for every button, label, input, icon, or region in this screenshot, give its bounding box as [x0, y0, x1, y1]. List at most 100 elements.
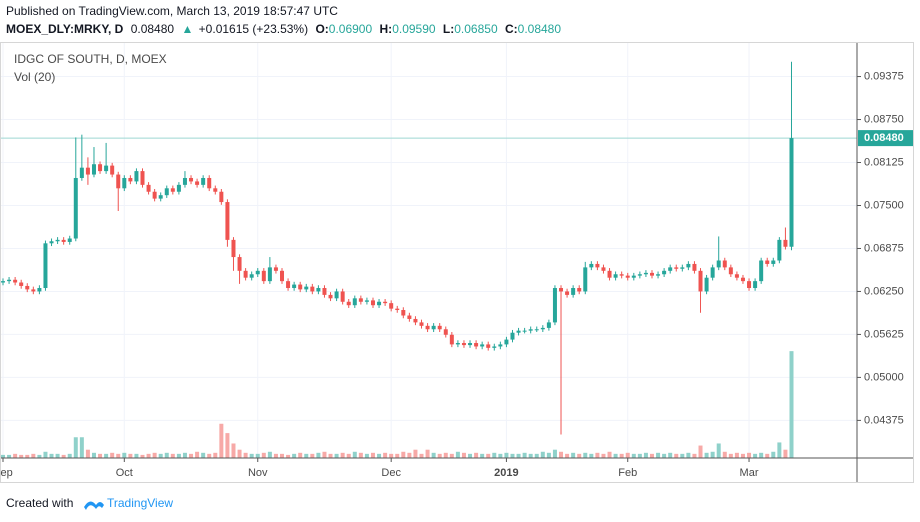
candle-body [261, 270, 266, 282]
volume-bar [19, 454, 24, 458]
volume-bar [619, 453, 624, 458]
candle-body [431, 325, 436, 330]
volume-bar [110, 452, 115, 458]
volume-bar [146, 453, 151, 458]
candle-body [231, 239, 236, 258]
candle-body [704, 277, 709, 292]
volume-bar [91, 452, 96, 458]
volume-bar [455, 451, 460, 458]
candle-body [170, 188, 175, 192]
candle-body [85, 167, 90, 175]
candle-body [340, 291, 345, 302]
candle-body [116, 174, 121, 189]
last-price-box [858, 130, 913, 147]
candle-body [486, 344, 491, 348]
volume-bar [637, 453, 642, 458]
candle-body [771, 260, 776, 264]
candle-body [613, 274, 618, 278]
volume-bar [286, 454, 291, 458]
candle-body [370, 300, 375, 306]
candle-body [91, 164, 96, 175]
volume-bar [662, 453, 667, 458]
volume-bar [401, 451, 406, 458]
candle-body [237, 257, 242, 271]
footer-brand[interactable]: TradingView [107, 496, 173, 510]
candle-body [437, 325, 442, 330]
candle-body [104, 165, 109, 172]
volume-bar [589, 453, 594, 458]
high-label: H: [380, 22, 393, 36]
candle-body [649, 272, 654, 276]
candle-body [128, 177, 133, 182]
y-tick-label: 0.06875 [864, 242, 904, 254]
candle-body [528, 329, 533, 331]
volume-bar [389, 453, 394, 458]
volume-bar [31, 453, 36, 458]
candle-body [546, 322, 551, 328]
candle-body [304, 286, 309, 290]
candle-body [292, 284, 297, 289]
volume-bar [571, 452, 576, 458]
volume-bar [255, 453, 260, 458]
volume-bar [625, 452, 630, 458]
volume-bar [631, 453, 636, 458]
y-tick-label: 0.06250 [864, 285, 904, 297]
volume-bar [225, 433, 230, 458]
candle-body [419, 322, 424, 326]
candle-body [401, 310, 406, 316]
x-tick-label: Oct [116, 467, 133, 479]
volume-bar [328, 453, 333, 458]
legend-title: IDGC OF SOUTH, D, MOEX [14, 52, 167, 66]
candle-body [31, 289, 36, 292]
volume-bar [559, 451, 564, 458]
candle-body [619, 274, 624, 276]
candle-body [152, 191, 157, 199]
volume-bar [85, 449, 90, 458]
volume-bar [73, 437, 78, 458]
volume-bar [49, 453, 54, 458]
candle-body [298, 284, 303, 290]
volume-bar [643, 452, 648, 458]
volume-bar [292, 453, 297, 458]
high-value: 0.09590 [392, 22, 436, 36]
volume-bar [340, 452, 345, 458]
volume-bar [546, 452, 551, 458]
volume-bar [182, 452, 187, 458]
candle-body [668, 267, 673, 271]
volume-bar [498, 453, 503, 458]
volume-bar [680, 453, 685, 458]
volume-bar [686, 452, 691, 458]
x-tick-label: Nov [248, 467, 268, 479]
candle-body [449, 334, 454, 345]
candle-body [461, 343, 466, 346]
volume-bar [461, 452, 466, 458]
candle-body [516, 330, 521, 333]
volume-bar [534, 453, 539, 458]
y-tick-label: 0.04375 [864, 414, 904, 426]
volume-bar [13, 453, 18, 458]
volume-bar [377, 453, 382, 458]
volume-bar [322, 451, 327, 458]
volume-bar [383, 452, 388, 458]
volume-bar [528, 453, 533, 458]
candle-body [577, 288, 582, 292]
x-tick-label: Dec [381, 467, 401, 479]
volume-bar [261, 452, 266, 458]
price-change: +0.01615 (+23.53%) [199, 22, 308, 36]
candle-body [73, 177, 78, 239]
volume-bar [134, 453, 139, 458]
volume-bar [431, 452, 436, 458]
candle-body [552, 288, 557, 323]
volume-bar [273, 453, 278, 458]
candle-body [201, 177, 206, 185]
candle-body [534, 329, 539, 331]
candle-body [182, 177, 187, 185]
candle-body [280, 270, 285, 282]
volume-bar [358, 452, 363, 458]
candle-body [468, 343, 473, 346]
candle-body [249, 274, 254, 278]
volume-bar [747, 452, 752, 458]
volume-bar [213, 452, 218, 458]
candle-body [625, 275, 630, 278]
volume-bar [267, 451, 272, 458]
